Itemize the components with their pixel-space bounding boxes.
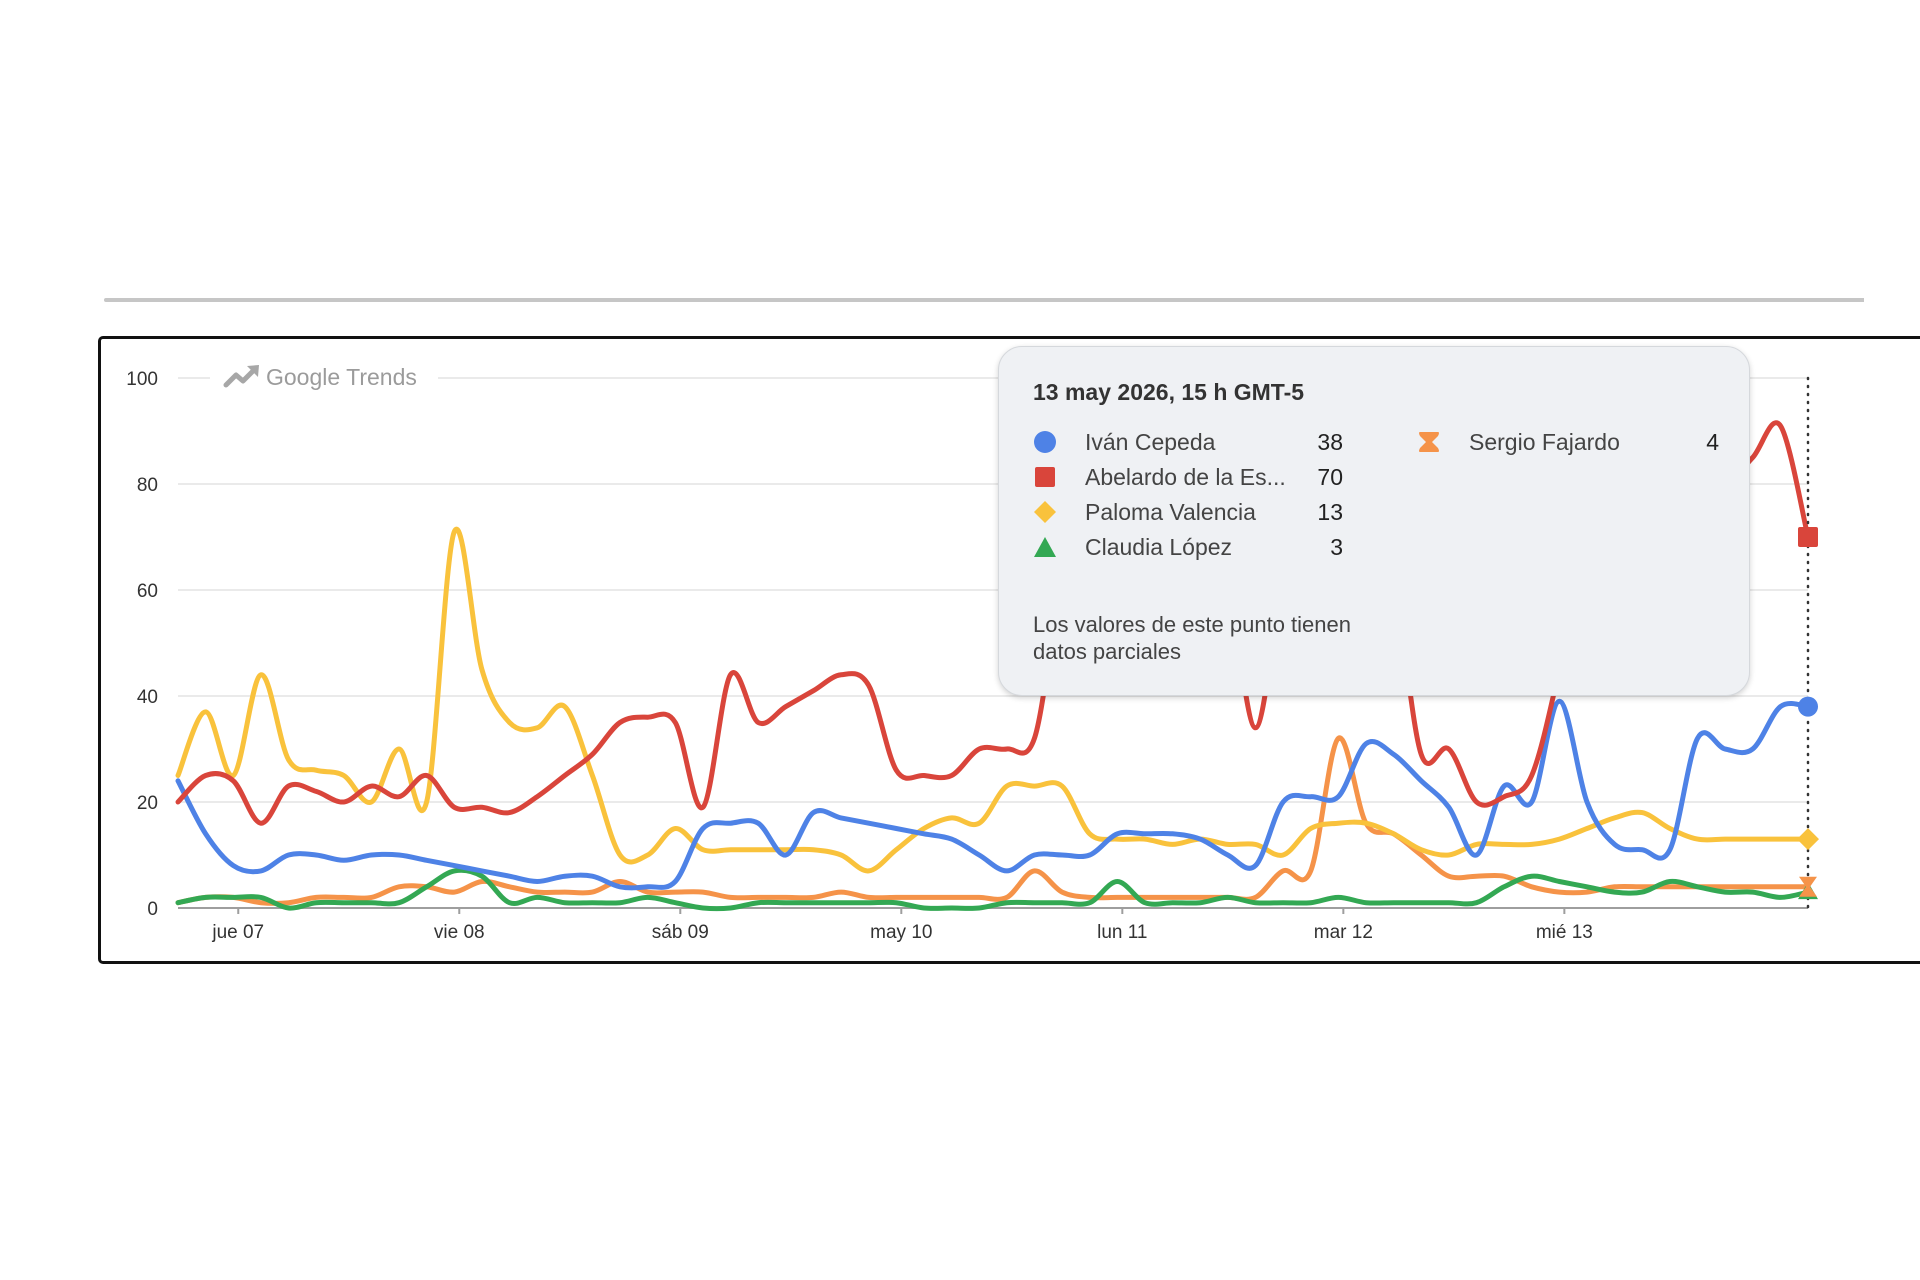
- tooltip-row-sergio-fajardo: Sergio Fajardo 4: [1417, 427, 1719, 457]
- hover-marker-hourglass: [1799, 876, 1817, 897]
- chart-frame: [98, 336, 1920, 964]
- top-divider: [104, 298, 1864, 302]
- x-tick-label: mié 13: [1536, 922, 1593, 943]
- x-tick-label: jue 07: [211, 922, 264, 943]
- tooltip-series-name: Claudia López: [1085, 534, 1233, 560]
- lines-layer: [175, 420, 1811, 912]
- green-triangle-icon: [1034, 537, 1056, 557]
- hover-marker-diamond: [1797, 828, 1819, 851]
- tooltip-row-abelardo: Abelardo de la Es... 70: [1033, 462, 1343, 492]
- markers-layer: [1797, 376, 1819, 910]
- yellow-diamond-icon: [1034, 501, 1056, 523]
- tooltip-series-name: Paloma Valencia: [1085, 499, 1256, 525]
- blue-circle-icon: [1034, 431, 1056, 453]
- tooltip-title: 13 may 2026, 15 h GMT-5: [1033, 379, 1305, 405]
- trend-arrow-icon: [223, 365, 259, 388]
- x-tick-label: sáb 09: [652, 922, 709, 943]
- x-tick-label: vie 08: [434, 922, 485, 943]
- y-tick-label: 60: [137, 581, 158, 602]
- series-line-0: [175, 698, 1811, 891]
- y-tick-label: 20: [137, 793, 158, 814]
- watermark-brand: Google: [266, 364, 340, 390]
- tooltip-partial-data-note: Los valores de este punto tienen datos p…: [1033, 612, 1352, 664]
- series-line-2: [175, 526, 1811, 874]
- series-line-3: [175, 867, 1811, 912]
- tooltip-series-value: 3: [1330, 534, 1343, 560]
- tooltip-series-name: Sergio Fajardo: [1469, 429, 1620, 455]
- hover-marker-circle: [1798, 696, 1818, 717]
- series-line-4: [175, 735, 1811, 906]
- tooltip-series-name: Abelardo de la Es...: [1085, 464, 1286, 490]
- hover-tooltip: 13 may 2026, 15 h GMT-5 Iván Cepeda 38 A…: [998, 346, 1750, 696]
- x-tick-label: lun 11: [1097, 922, 1147, 943]
- tooltip-row-ivan-cepeda: Iván Cepeda 38: [1033, 427, 1343, 457]
- watermark-product: Trends: [346, 364, 417, 390]
- tooltip-row-claudia-lopez: Claudia López 3: [1033, 532, 1343, 562]
- red-square-icon: [1035, 467, 1055, 487]
- hover-marker-square: [1798, 527, 1818, 547]
- y-tick-label: 80: [137, 475, 158, 496]
- y-tick-label: 40: [137, 687, 158, 708]
- y-tick-label: 0: [147, 899, 158, 920]
- tooltip-series-name: Iván Cepeda: [1085, 429, 1216, 455]
- tooltip-series-value: 70: [1317, 464, 1343, 490]
- x-tick-label: mar 12: [1314, 922, 1373, 943]
- tooltip-series-value: 4: [1706, 429, 1719, 455]
- axis-layer: 0 20 40 60 80 100 jue 07 vie 08 sáb 09 may 10 lun …: [126, 369, 1593, 943]
- google-trends-watermark: Google Trends: [210, 362, 438, 392]
- y-tick-label: 100: [126, 369, 158, 390]
- series-line-1: [175, 420, 1811, 826]
- tooltip-row-paloma-valencia: Paloma Valencia 13: [1033, 497, 1343, 527]
- orange-hourglass-icon: [1419, 432, 1439, 452]
- tooltip-series-value: 38: [1317, 429, 1343, 455]
- svg-text:Google Trends: Google Trends: [266, 364, 417, 390]
- x-tick-label: may 10: [870, 922, 932, 943]
- tooltip-series-value: 13: [1317, 499, 1343, 525]
